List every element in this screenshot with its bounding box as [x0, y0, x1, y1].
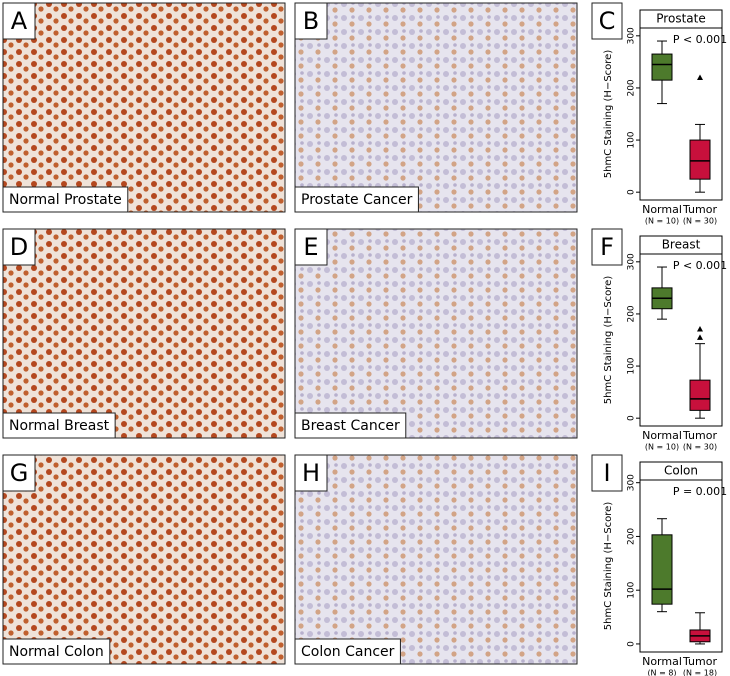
- panel-letter-box: [591, 454, 623, 492]
- box: [651, 53, 673, 81]
- panel-letter-box: [294, 454, 328, 492]
- outlier: [697, 334, 703, 340]
- x-tick-label: Normal: [642, 203, 682, 216]
- caption-box: [2, 186, 129, 213]
- panel-letter-box: [2, 2, 36, 40]
- panel-caption: Breast Cancer: [301, 418, 400, 434]
- y-tick-label: 300: [627, 253, 637, 270]
- p-value: P < 0.001: [673, 33, 727, 46]
- panel-letter-box: [294, 2, 328, 40]
- plot-frame: [639, 27, 723, 201]
- panel-letter-box: [591, 2, 623, 40]
- outlier: [697, 326, 703, 332]
- panel-caption: Colon Cancer: [301, 644, 395, 660]
- panel-letter: C: [599, 7, 616, 35]
- box: [689, 379, 711, 411]
- y-tick-label: 100: [627, 581, 637, 598]
- y-tick-label: 200: [627, 528, 637, 545]
- x-tick-label: Tumor: [682, 429, 717, 442]
- caption-box: [294, 638, 401, 665]
- p-value: P = 0.001: [673, 485, 727, 498]
- box: [651, 534, 673, 605]
- sample-size: (N = 18): [683, 669, 717, 676]
- x-tick-label: Normal: [642, 429, 682, 442]
- outlier: [697, 74, 703, 81]
- panel-letter-box: [2, 228, 36, 266]
- caption-box: [294, 186, 419, 213]
- micrograph: [2, 454, 286, 665]
- caption-box: [294, 412, 407, 439]
- micrograph: [294, 454, 578, 665]
- panel-letter: F: [600, 233, 614, 261]
- y-tick-label: 300: [627, 474, 637, 491]
- sample-size: (N = 30): [683, 217, 717, 226]
- panel-letter-box: [591, 228, 623, 266]
- panel-letter: E: [303, 233, 318, 261]
- micrograph: [2, 2, 286, 213]
- y-tick-label: 200: [627, 305, 637, 322]
- panel-letter: B: [303, 7, 319, 35]
- y-tick-label: 0: [627, 415, 637, 421]
- p-value: P < 0.001: [673, 259, 727, 272]
- x-tick-label: Tumor: [682, 655, 717, 668]
- micrograph: [294, 228, 578, 439]
- plot-frame: [639, 479, 723, 653]
- y-tick-label: 0: [627, 189, 637, 195]
- sample-size: (N = 8): [647, 669, 676, 676]
- panel-letter: I: [603, 459, 610, 487]
- box: [689, 139, 711, 180]
- caption-box: [2, 638, 111, 665]
- x-tick-label: Tumor: [682, 203, 717, 216]
- panel-letter: H: [302, 459, 320, 487]
- sample-size: (N = 10): [645, 443, 679, 452]
- panel-letter: D: [10, 233, 28, 261]
- chart-title: Colon: [664, 464, 698, 478]
- y-tick-label: 0: [627, 641, 637, 647]
- panel-caption: Normal Colon: [9, 644, 104, 660]
- panel-caption: Normal Breast: [9, 418, 110, 434]
- y-tick-label: 300: [627, 27, 637, 44]
- panel-caption: Normal Prostate: [9, 192, 122, 208]
- y-tick-label: 200: [627, 79, 637, 96]
- chart-title: Prostate: [656, 12, 705, 26]
- sample-size: (N = 30): [683, 443, 717, 452]
- y-tick-label: 100: [627, 131, 637, 148]
- sample-size: (N = 10): [645, 217, 679, 226]
- panel-letter: G: [10, 459, 29, 487]
- x-tick-label: Normal: [642, 655, 682, 668]
- y-axis-label: 5hmC Staining (H−Score): [603, 50, 614, 179]
- chart-title: Breast: [662, 238, 701, 252]
- y-axis-label: 5hmC Staining (H−Score): [603, 276, 614, 405]
- y-tick-label: 100: [627, 357, 637, 374]
- micrograph: [2, 228, 286, 439]
- panel-letter: A: [11, 7, 28, 35]
- plot-frame: [639, 253, 723, 427]
- panel-caption: Prostate Cancer: [301, 192, 413, 208]
- panel-letter-box: [2, 454, 36, 492]
- caption-box: [2, 412, 116, 439]
- panel-letter-box: [294, 228, 328, 266]
- y-axis-label: 5hmC Staining (H−Score): [603, 502, 614, 631]
- micrograph: [294, 2, 578, 213]
